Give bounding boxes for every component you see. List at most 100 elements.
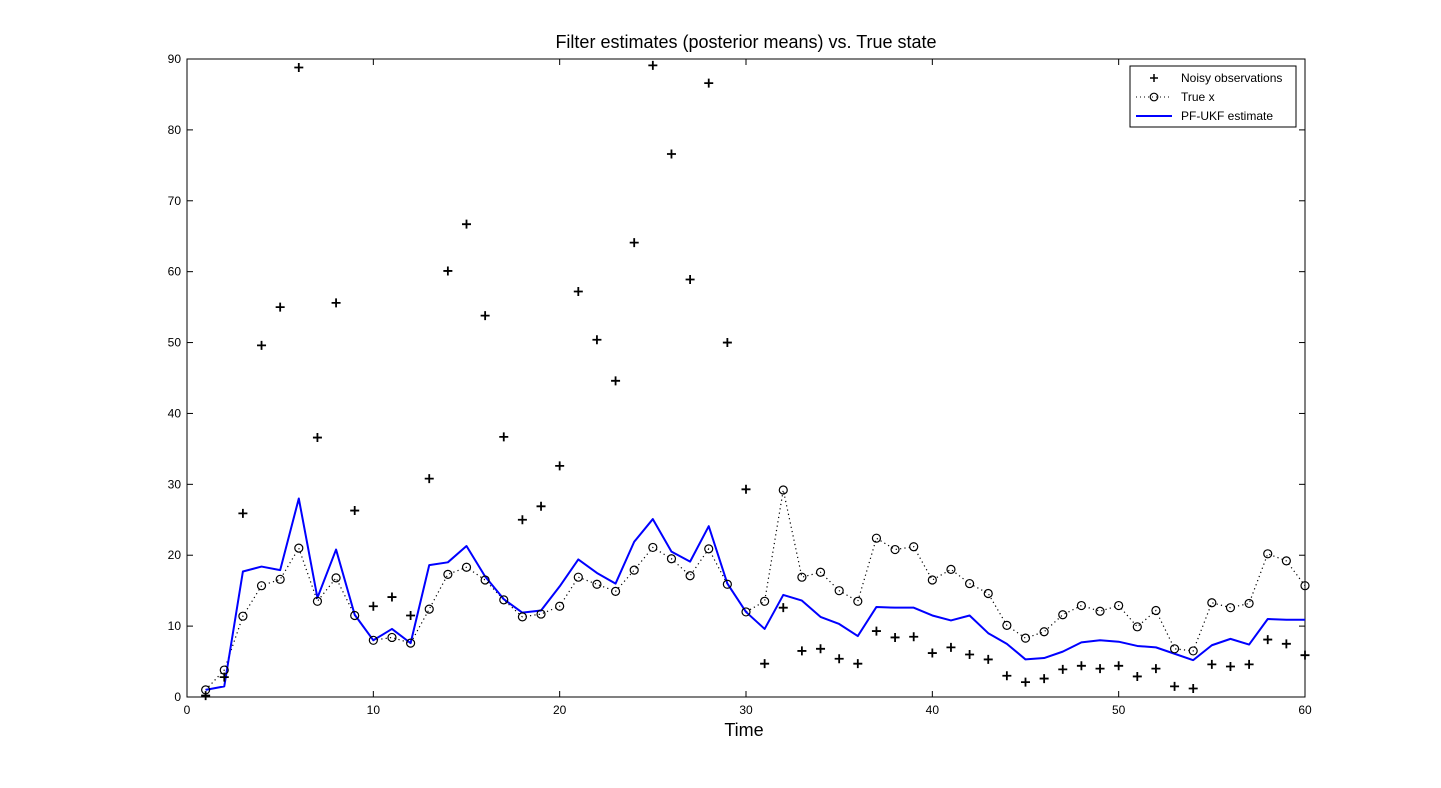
- noisy-observation-point: [1076, 661, 1086, 671]
- y-tick-label: 20: [168, 548, 182, 562]
- noisy-observation-point: [238, 508, 248, 518]
- true-x-point: [927, 575, 937, 585]
- noisy-observation-point: [1170, 681, 1180, 691]
- true-x-point: [685, 571, 695, 581]
- noisy-observation-point: [573, 287, 583, 297]
- true-x-point: [871, 533, 882, 543]
- noisy-observation-point: [257, 340, 267, 350]
- true-x-point: [536, 609, 546, 619]
- noisy-observation-point: [1039, 674, 1049, 684]
- true-x-dotted-line: [205, 489, 1306, 691]
- true-x-point: [853, 596, 863, 606]
- y-tick-label: 80: [168, 123, 182, 137]
- chart-title: Filter estimates (posterior means) vs. T…: [555, 32, 936, 52]
- noisy-observation-point: [778, 603, 788, 613]
- true-x-point: [722, 579, 732, 589]
- true-x-point: [1225, 603, 1236, 613]
- noisy-observation-point: [536, 501, 546, 511]
- true-x-point: [648, 542, 658, 553]
- noisy-observation-point: [555, 461, 565, 471]
- legend-entry-pf-ukf-estimate: PF-UKF estimate: [1136, 109, 1273, 123]
- x-tick-label: 20: [553, 703, 567, 717]
- noisy-observation-point: [1021, 677, 1030, 687]
- true-x-point: [480, 575, 490, 585]
- legend: Noisy observations True x PF-UKF estimat…: [1129, 65, 1297, 128]
- true-x-point: [1263, 549, 1273, 559]
- noisy-observation-point: [648, 60, 658, 70]
- noisy-observation-point: [1300, 650, 1310, 660]
- true-x-point: [983, 588, 993, 599]
- true-x-point: [1002, 620, 1012, 631]
- noisy-observation-point: [666, 149, 676, 159]
- y-tick-label: 0: [174, 690, 181, 704]
- true-x-point: [1095, 606, 1105, 616]
- true-x-point: [1132, 622, 1142, 632]
- true-x-point: [461, 562, 472, 572]
- x-tick-label: 30: [739, 703, 753, 717]
- y-tick-label: 40: [168, 406, 182, 420]
- noisy-observation-point: [965, 649, 975, 659]
- noisy-observation-point: [219, 672, 229, 682]
- noisy-observation-point: [406, 610, 416, 620]
- true-x-point: [760, 596, 770, 606]
- true-x-point: [1300, 581, 1310, 591]
- y-tick-label: 50: [168, 336, 182, 350]
- true-x-point: [964, 578, 975, 589]
- legend-label-true-x: True x: [1181, 90, 1215, 104]
- x-axis-label: Time: [724, 720, 763, 740]
- noisy-observation-point: [611, 376, 621, 386]
- true-x-point: [834, 586, 844, 596]
- noisy-observation-point: [1281, 639, 1291, 649]
- true-x-point: [368, 635, 378, 645]
- noisy-observation-point: [499, 432, 509, 442]
- noisy-observation-point: [443, 266, 453, 276]
- noisy-observation-point: [629, 238, 639, 248]
- true-x-point: [555, 601, 565, 611]
- true-x-point: [1207, 598, 1217, 608]
- legend-label-pf-ukf-estimate: PF-UKF estimate: [1181, 109, 1273, 123]
- noisy-observation-point: [201, 691, 211, 701]
- noisy-observation-point: [834, 654, 844, 664]
- true-x-point: [1058, 610, 1068, 620]
- noisy-observation-point: [480, 311, 490, 321]
- noisy-observation-point: [871, 626, 881, 636]
- true-x-point: [424, 604, 434, 614]
- noisy-observation-point: [1188, 683, 1198, 693]
- true-x-point: [499, 595, 509, 605]
- noisy-observation-point: [890, 632, 900, 642]
- true-x-point: [610, 586, 621, 596]
- true-x-point: [1169, 644, 1180, 654]
- true-x-point: [592, 579, 602, 589]
- x-tick-label: 40: [926, 703, 940, 717]
- noisy-observation-point: [1263, 635, 1273, 645]
- true-x-point: [517, 612, 528, 622]
- noisy-observation-point: [816, 644, 826, 654]
- noisy-observation-point: [946, 642, 956, 652]
- legend-circle-marker: [1149, 92, 1159, 102]
- noisy-observation-point: [275, 302, 285, 312]
- noisy-observation-point: [1114, 661, 1124, 671]
- noisy-observation-point: [853, 659, 863, 669]
- noisy-observation-point: [592, 335, 602, 345]
- true-x-point: [238, 611, 248, 621]
- true-x-point: [909, 542, 919, 552]
- noisy-observation-point: [368, 601, 378, 611]
- true-x-point: [406, 638, 416, 648]
- y-tick-label: 90: [168, 52, 182, 66]
- legend-label-noisy-observations: Noisy observations: [1181, 71, 1282, 85]
- noisy-observation-point: [312, 433, 322, 443]
- noisy-observation-point: [387, 592, 397, 602]
- true-x-point: [1151, 605, 1161, 616]
- true-x-point: [946, 564, 956, 575]
- true-x-point: [890, 544, 900, 555]
- noisy-observation-point: [1095, 664, 1105, 674]
- noisy-observation-point: [1002, 671, 1012, 681]
- noisy-observation-point: [350, 506, 360, 516]
- y-tick-label: 60: [168, 265, 182, 279]
- noisy-observation-point: [722, 338, 732, 348]
- true-x-point: [1114, 600, 1124, 611]
- noisy-observation-point: [685, 274, 695, 284]
- plot-area: [186, 58, 1306, 698]
